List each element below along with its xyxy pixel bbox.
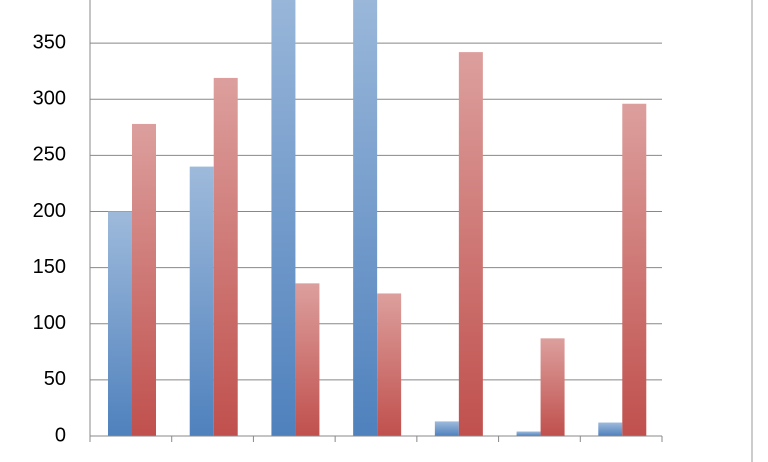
bar — [271, 0, 296, 437]
bar — [189, 166, 214, 436]
bar — [295, 283, 320, 436]
y-tick-label: 250 — [33, 144, 66, 166]
y-tick-label: 100 — [33, 312, 66, 334]
bar — [540, 338, 565, 436]
bar — [434, 421, 459, 436]
y-tick-label: 0 — [55, 424, 66, 446]
bar — [353, 0, 378, 437]
bar — [213, 77, 238, 437]
y-tick-label: 350 — [33, 31, 66, 53]
bar — [108, 211, 132, 436]
y-tick-label: 200 — [33, 200, 66, 222]
bar — [516, 431, 541, 436]
y-tick-label: 150 — [33, 256, 66, 278]
bar — [622, 103, 647, 437]
bar — [377, 293, 402, 436]
bar — [132, 123, 156, 436]
bar — [598, 422, 623, 436]
y-tick-label: 50 — [44, 368, 66, 390]
y-tick-label: 300 — [33, 88, 66, 110]
bar — [458, 52, 483, 436]
